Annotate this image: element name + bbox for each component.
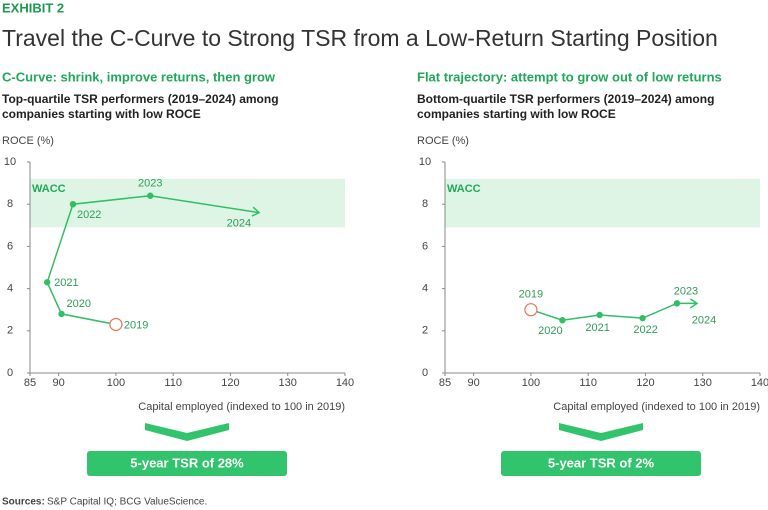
y-tick-label: 4 bbox=[7, 283, 13, 295]
x-tick-label: 120 bbox=[221, 377, 239, 389]
source: S&P Capital IQ; BCG ValueScience. bbox=[47, 497, 207, 508]
y-tick-label: 8 bbox=[422, 198, 428, 210]
y-tick-label: 10 bbox=[419, 156, 431, 168]
data-point bbox=[147, 192, 154, 199]
x-tick-label: 110 bbox=[164, 377, 182, 389]
source-label: Sources: bbox=[2, 497, 45, 508]
x-tick-label: 90 bbox=[53, 377, 65, 389]
end-arrow bbox=[689, 298, 699, 309]
data-point bbox=[673, 300, 681, 307]
data-point bbox=[69, 201, 77, 208]
y-tick-label: 2 bbox=[7, 325, 13, 337]
chart-subtitle: C-Curve: shrink, improve returns, then g… bbox=[2, 69, 276, 84]
chevron bbox=[559, 423, 643, 441]
chart-description: Bottom-quartile TSR performers (2019–202… bbox=[417, 92, 714, 106]
x-tick-label: 130 bbox=[279, 377, 297, 389]
wacc-label: WACC bbox=[32, 183, 66, 195]
x-tick-label: 130 bbox=[694, 377, 712, 389]
exhibit-title: Travel the C-Curve to Strong TSR from a … bbox=[2, 25, 718, 51]
chart-description: Top-quartile TSR performers (2019–2024) … bbox=[2, 92, 279, 106]
data-point bbox=[559, 317, 566, 324]
start-point bbox=[109, 317, 123, 332]
callout-box bbox=[87, 451, 287, 476]
data-point bbox=[58, 310, 65, 318]
trajectory-line bbox=[530, 302, 697, 322]
wacc-label: WACC bbox=[447, 183, 481, 195]
y-tick-label: 0 bbox=[7, 367, 13, 379]
start-point bbox=[524, 303, 538, 317]
y-axis-label: ROCE (%) bbox=[2, 135, 54, 147]
point-label: 2021 bbox=[585, 322, 609, 334]
point-label: 2024 bbox=[692, 314, 716, 326]
exhibit-label: EXHIBIT 2 bbox=[2, 0, 64, 15]
callout-text: 5-year TSR of 2% bbox=[548, 455, 655, 470]
x-tick-label: 100 bbox=[107, 377, 125, 389]
point-label: 2022 bbox=[633, 324, 657, 336]
y-axis-label: ROCE (%) bbox=[417, 135, 469, 147]
point-label: 2020 bbox=[67, 298, 91, 310]
point-label: 2020 bbox=[538, 325, 562, 337]
point-label: 2022 bbox=[77, 209, 101, 221]
point-label: 2023 bbox=[138, 178, 162, 190]
point-label: 2019 bbox=[124, 319, 148, 331]
data-point bbox=[43, 279, 51, 286]
end-arrow bbox=[251, 206, 261, 217]
x-tick-label: 90 bbox=[468, 377, 480, 389]
y-tick-label: 2 bbox=[422, 325, 428, 337]
point-label: 2024 bbox=[227, 218, 251, 230]
y-tick-label: 6 bbox=[422, 240, 428, 252]
chart-description: companies starting with low ROCE bbox=[417, 107, 616, 121]
y-tick-label: 10 bbox=[4, 156, 16, 168]
data-point bbox=[639, 314, 646, 322]
x-tick-label: 140 bbox=[751, 377, 768, 389]
y-tick-label: 8 bbox=[7, 198, 13, 210]
callout-box bbox=[501, 451, 701, 476]
chevron bbox=[145, 423, 229, 441]
trajectory-line bbox=[46, 195, 260, 326]
x-tick-label: 120 bbox=[636, 377, 654, 389]
y-tick-label: 6 bbox=[7, 240, 13, 252]
wacc-band bbox=[445, 178, 760, 228]
y-tick-label: 4 bbox=[422, 283, 428, 295]
x-axis-label: Capital employed (indexed to 100 in 2019… bbox=[553, 401, 760, 413]
point-label: 2023 bbox=[674, 285, 698, 297]
x-tick-label: 85 bbox=[24, 377, 36, 389]
data-point bbox=[596, 311, 603, 319]
x-tick-label: 140 bbox=[336, 377, 354, 389]
point-label: 2021 bbox=[54, 277, 78, 289]
chart-subtitle: Flat trajectory: attempt to grow out of … bbox=[417, 69, 722, 84]
point-label: 2019 bbox=[519, 289, 543, 301]
callout-text: 5-year TSR of 28% bbox=[130, 455, 244, 470]
y-tick-label: 0 bbox=[422, 367, 428, 379]
x-tick-label: 100 bbox=[522, 377, 540, 389]
chart-description: companies starting with low ROCE bbox=[2, 107, 201, 121]
x-tick-label: 85 bbox=[439, 377, 451, 389]
x-axis-label: Capital employed (indexed to 100 in 2019… bbox=[138, 401, 345, 413]
x-tick-label: 110 bbox=[579, 377, 597, 389]
